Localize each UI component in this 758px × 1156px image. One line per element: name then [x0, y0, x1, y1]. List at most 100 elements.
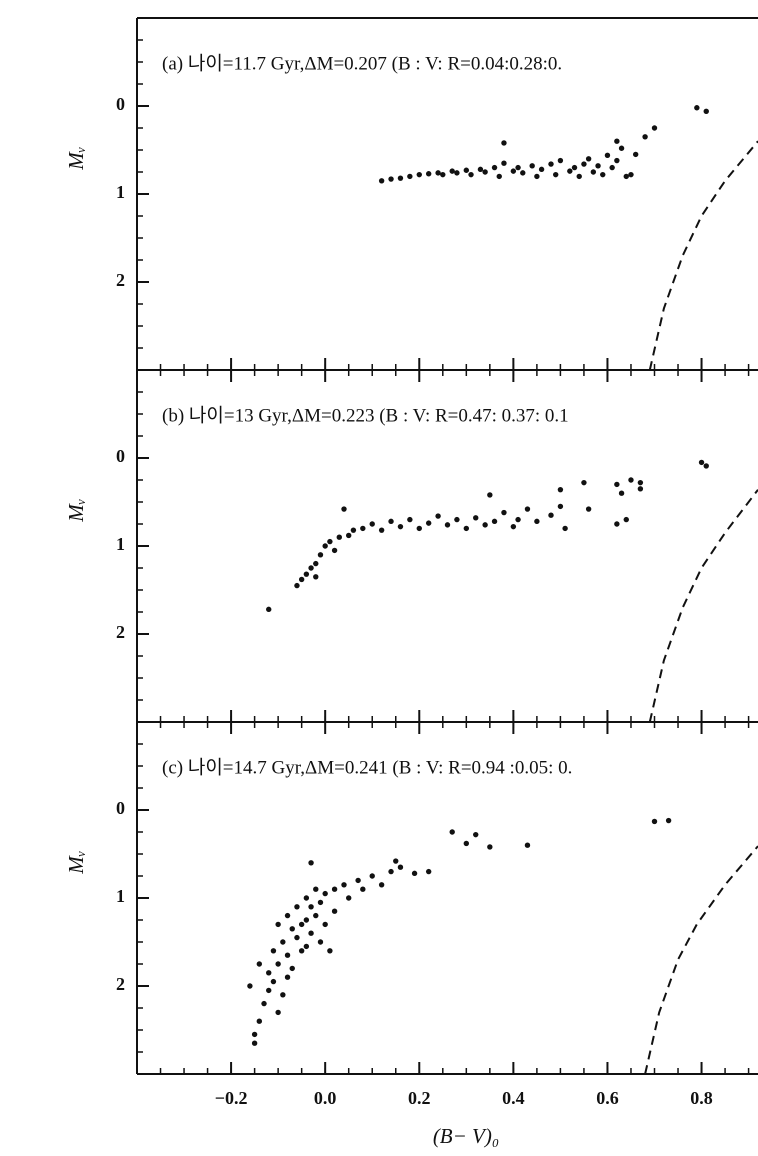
star-point	[407, 516, 413, 523]
star-point	[614, 138, 620, 144]
star-point	[637, 486, 644, 492]
star-point	[482, 522, 488, 528]
star-point	[313, 886, 319, 892]
star-point	[369, 873, 375, 879]
star-point	[694, 105, 700, 111]
star-point	[529, 163, 535, 169]
star-point	[308, 565, 314, 571]
star-point	[501, 140, 507, 146]
star-point	[491, 518, 498, 525]
star-point	[341, 506, 347, 512]
star-point	[393, 858, 399, 864]
star-point	[256, 1018, 263, 1024]
star-point	[289, 926, 295, 932]
y-tick-label: 1	[116, 534, 125, 554]
x-tick-label: 0.4	[502, 1088, 525, 1108]
star-point	[378, 882, 385, 888]
star-point	[397, 523, 404, 530]
star-point	[623, 173, 629, 180]
star-point	[585, 156, 592, 162]
star-point	[331, 886, 338, 892]
star-point	[303, 895, 310, 901]
star-point	[275, 921, 281, 928]
star-point	[313, 912, 319, 919]
star-point	[261, 1000, 267, 1007]
star-point	[313, 560, 319, 567]
star-point	[703, 108, 709, 114]
star-point	[524, 506, 531, 512]
star-point	[308, 860, 314, 866]
star-point	[614, 521, 620, 527]
star-point	[270, 978, 277, 985]
star-point	[557, 157, 564, 164]
x-tick-label: 0.2	[408, 1088, 431, 1108]
star-point	[618, 145, 625, 151]
star-point	[534, 518, 540, 525]
star-point	[491, 164, 498, 171]
star-point	[515, 164, 521, 171]
star-point	[548, 512, 554, 518]
star-point	[449, 168, 455, 174]
star-point	[317, 899, 324, 906]
star-point	[275, 961, 281, 967]
star-point	[298, 576, 305, 583]
star-point	[388, 868, 394, 875]
star-point	[336, 534, 342, 540]
star-point	[397, 175, 404, 181]
star-point	[515, 516, 521, 523]
star-point	[510, 168, 517, 174]
y-tick-label: 1	[116, 886, 125, 906]
x-tick-label: 0.6	[596, 1088, 619, 1108]
star-point	[350, 527, 357, 533]
star-point	[454, 170, 460, 176]
star-point	[600, 171, 606, 178]
star-point	[388, 176, 394, 182]
star-point	[501, 509, 507, 516]
model-curve	[648, 140, 758, 371]
star-point	[251, 1031, 258, 1038]
star-point	[585, 506, 592, 512]
star-point	[294, 904, 300, 910]
star-point	[454, 516, 460, 523]
star-point	[618, 490, 625, 496]
star-point	[327, 538, 333, 545]
star-point	[284, 974, 291, 980]
star-point	[703, 463, 709, 469]
star-point	[510, 523, 517, 530]
star-point	[416, 171, 422, 178]
star-point	[468, 171, 474, 178]
star-point	[369, 521, 375, 527]
star-point	[280, 939, 286, 945]
star-point	[407, 173, 413, 180]
star-point	[623, 516, 629, 523]
star-point	[590, 169, 597, 175]
y-axis-label: Mᵥ	[64, 498, 88, 522]
star-point	[388, 518, 394, 525]
star-point	[449, 829, 455, 835]
panel-title: (a) 나이=11.7 Gyr,ΔM=0.207 (B : V: R=0.04:…	[162, 52, 562, 74]
star-point	[266, 970, 272, 976]
star-point	[289, 965, 295, 972]
star-point	[251, 1040, 258, 1046]
star-point	[331, 547, 338, 554]
star-point	[567, 168, 573, 174]
y-axis-label: Mᵥ	[64, 146, 88, 170]
star-point	[313, 574, 319, 580]
x-axis-label: (B− V)₀	[433, 1124, 499, 1148]
star-point	[553, 171, 559, 178]
y-axis-label: Mᵥ	[64, 850, 88, 874]
x-tick-label: 0.0	[314, 1088, 337, 1108]
y-tick-label: 0	[116, 798, 125, 818]
star-point	[665, 817, 672, 824]
star-point	[397, 864, 404, 870]
star-point	[266, 987, 272, 994]
star-point	[247, 983, 253, 989]
star-point	[346, 532, 352, 539]
star-point	[284, 952, 291, 958]
star-point	[298, 948, 305, 954]
star-point	[496, 173, 502, 180]
star-point	[628, 171, 634, 178]
star-point	[425, 171, 432, 177]
star-point	[425, 520, 432, 526]
star-point	[322, 921, 328, 928]
